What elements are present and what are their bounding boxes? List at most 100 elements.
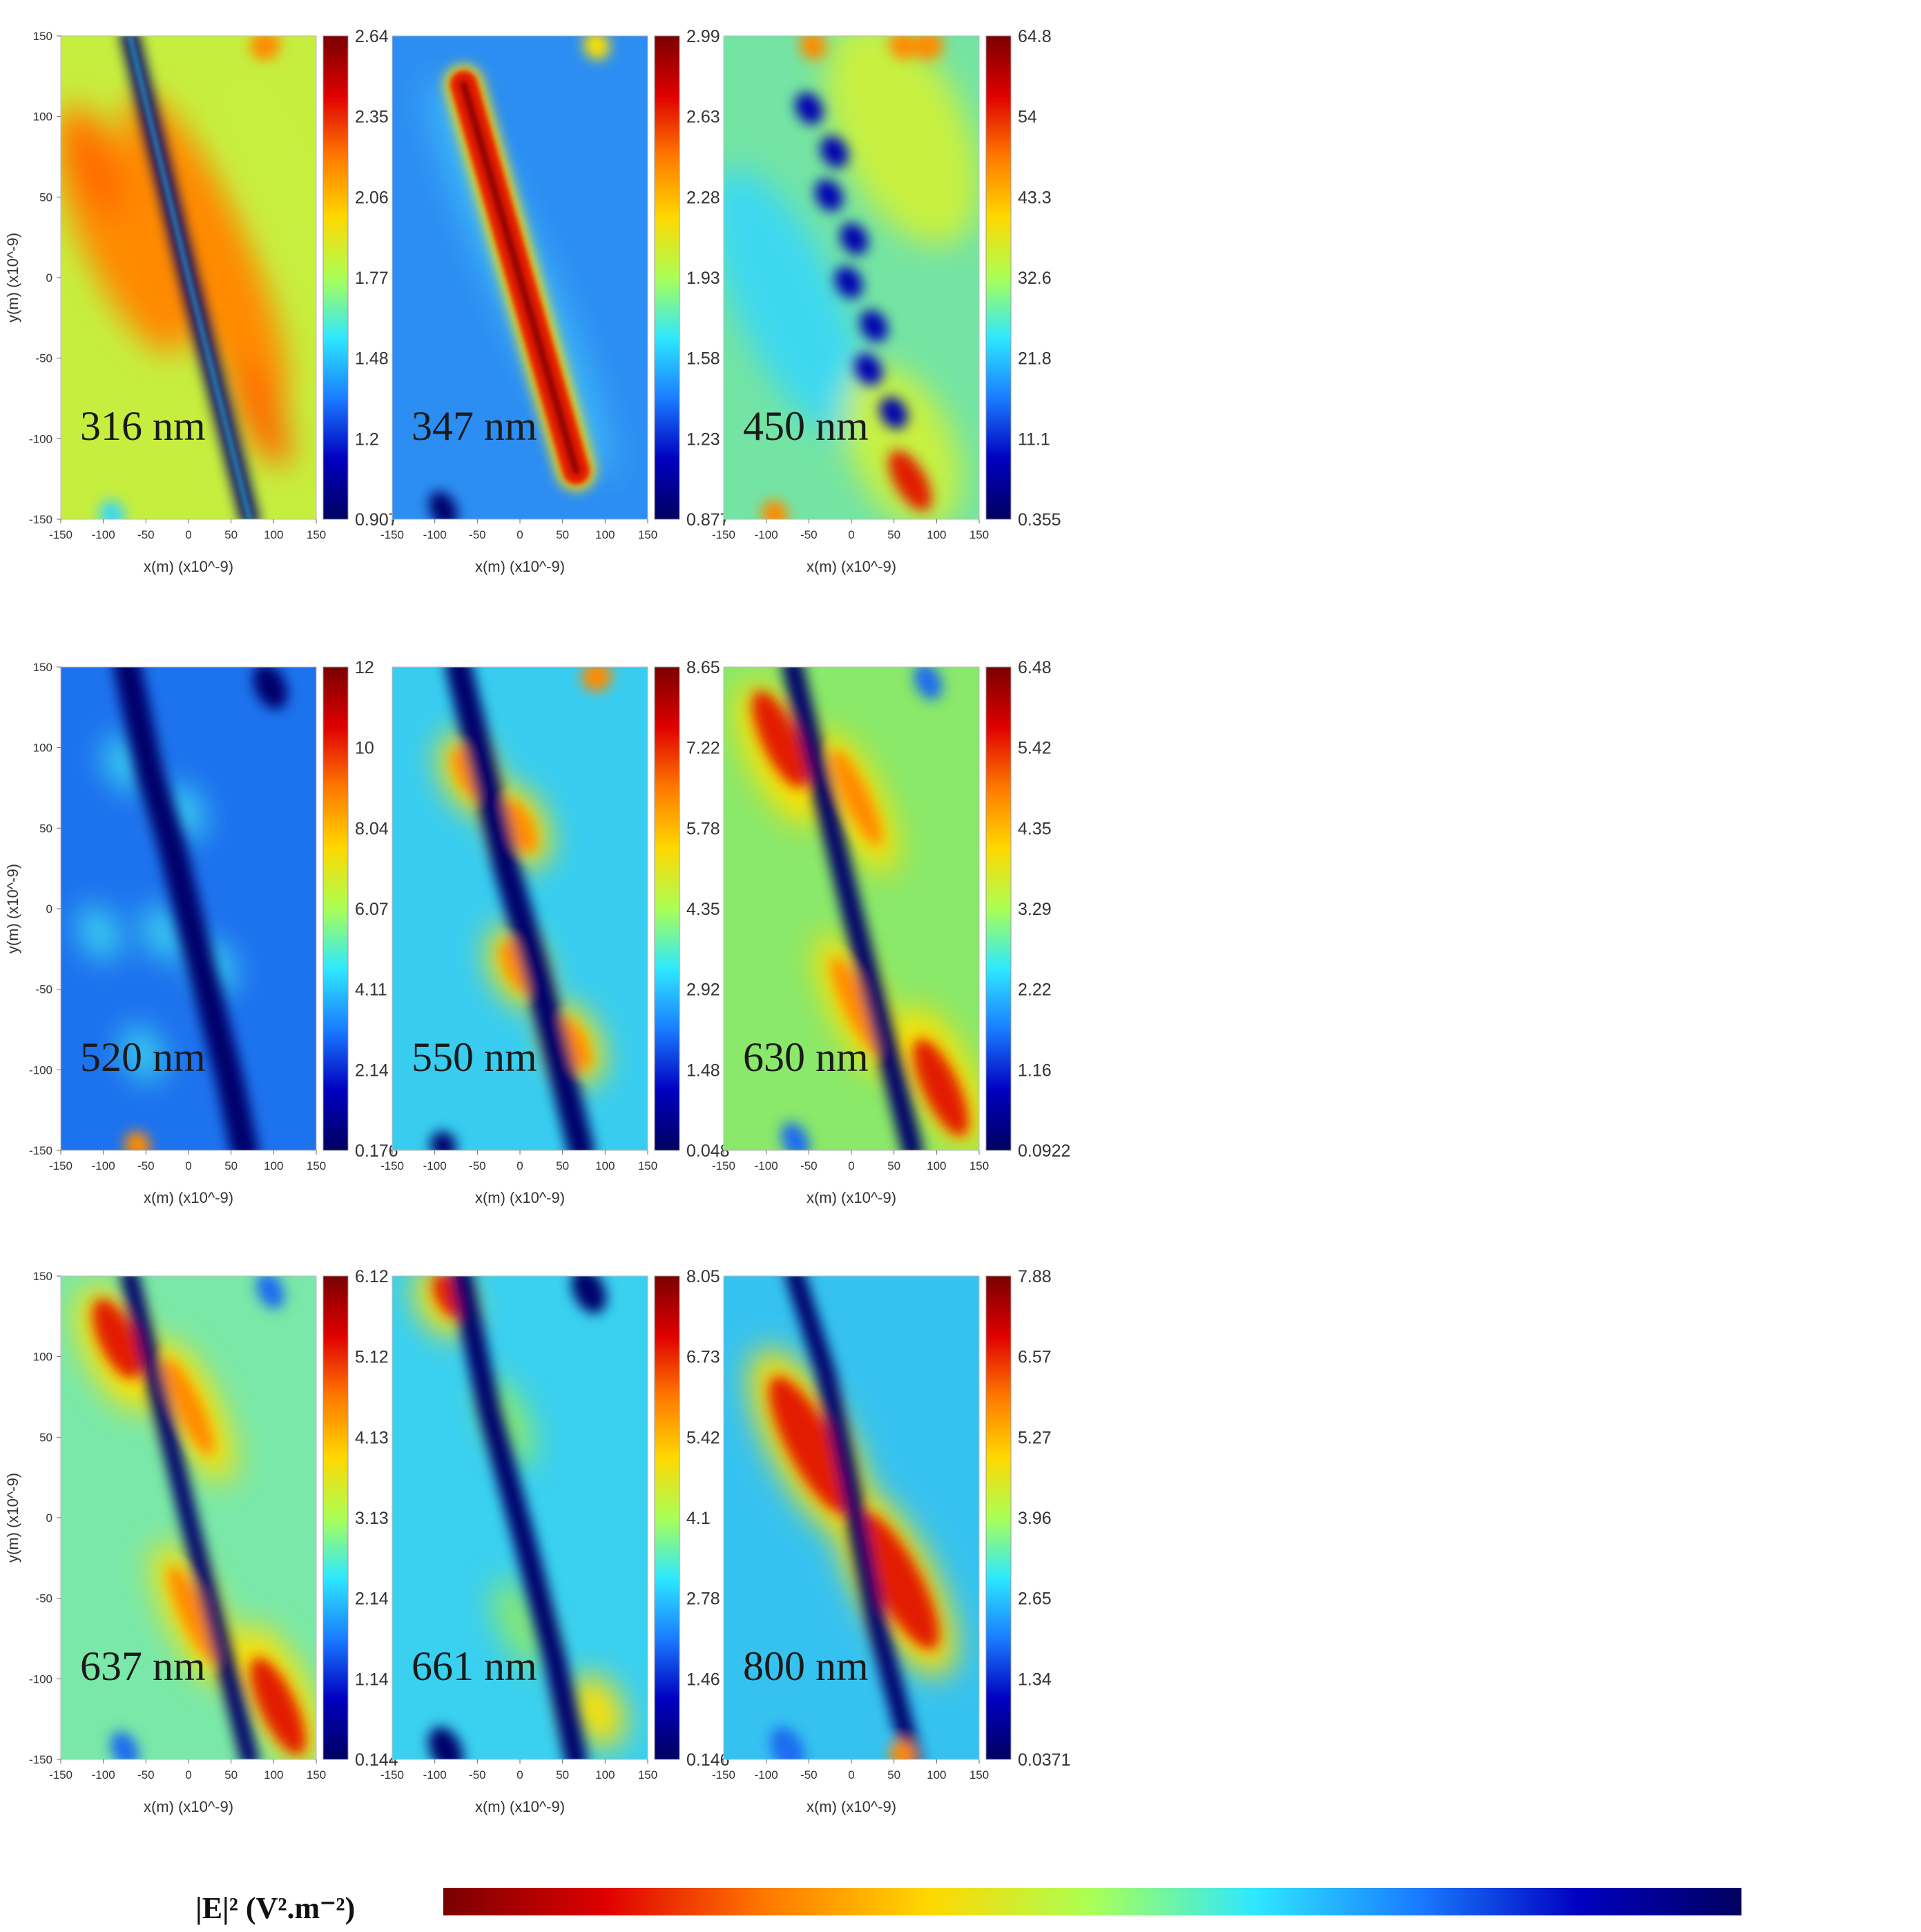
colorbar-tick-label: 2.14 (355, 1061, 389, 1080)
colorbar-tick-label: 6.48 (1018, 658, 1052, 677)
colorbar: 8.65 7.22 5.78 4.35 2.92 1.48 0.048 (654, 658, 730, 1161)
x-tick-label: 0 (517, 1768, 523, 1781)
y-tick-label: 100 (33, 742, 52, 755)
colorbar: 2.64 2.35 2.06 1.77 1.48 1.2 0.907 (322, 27, 398, 530)
x-tick-label: 50 (887, 1159, 900, 1172)
y-tick-label: -100 (29, 432, 52, 445)
x-tick-label: 100 (927, 1768, 946, 1781)
x-axis: -150 -100 -50 0 50 100 150 x(m) (x10^-9) (380, 519, 657, 575)
x-tick-label: 150 (638, 1768, 657, 1781)
colorbar-tick-label: 1.93 (686, 269, 720, 288)
colorbar-tick-label: 32.6 (1018, 269, 1052, 288)
y-tick-label: -150 (29, 1144, 52, 1157)
colorbar-tick-label: 12 (355, 658, 374, 677)
panel-5: 550 nm -150 -100 -50 0 50 100 150 x(m) (x10^-9) 8… (380, 658, 730, 1206)
colorbar-tick-label: 8.65 (686, 658, 720, 677)
colorbar: 6.48 5.42 4.35 3.29 2.22 1.16 0.0922 (985, 658, 1070, 1161)
colorbar-tick-label: 1.16 (1018, 1061, 1052, 1080)
colorbar-tick-label: 7.22 (686, 739, 720, 758)
x-tick-label: 150 (969, 1159, 989, 1172)
x-tick-label: -50 (800, 1159, 818, 1172)
x-axis-label: x(m) (x10^-9) (807, 1798, 896, 1815)
x-tick-label: -150 (49, 1159, 73, 1172)
x-axis-label: x(m) (x10^-9) (475, 1189, 565, 1206)
colorbar-tick-label: 5.42 (686, 1428, 720, 1447)
colorbar-tick-label: 0.355 (1018, 510, 1061, 530)
x-tick-label: 0 (848, 528, 854, 541)
y-tick-label: 0 (46, 271, 52, 284)
colormap-legend: |E|² (V².m⁻²) (195, 1888, 1741, 1925)
x-tick-label: 0 (848, 1768, 854, 1781)
colorbar-tick-label: 54 (1018, 108, 1037, 127)
x-tick-label: 150 (969, 528, 989, 541)
panel-2: 347 nm -150 -100 -50 0 50 100 150 x(m) (x10^-9) 2… (380, 27, 730, 575)
y-axis: 150 100 50 0 -50 -100 -150 y(m) (x10^-9) (4, 30, 61, 526)
x-tick-label: -150 (712, 528, 735, 541)
x-tick-label: -150 (49, 528, 73, 541)
x-tick-label: 0 (185, 528, 191, 541)
colorbar-tick-label: 5.78 (686, 819, 720, 838)
colorbar: 8.05 6.73 5.42 4.1 2.78 1.46 0.146 (654, 1267, 730, 1770)
colorbar-tick-label: 2.63 (686, 108, 720, 127)
wavelength-label: 800 nm (743, 1643, 869, 1689)
colorbar-tick-label: 64.8 (1018, 27, 1052, 46)
colorbar-tick-label: 8.05 (686, 1267, 720, 1286)
y-tick-label: -150 (29, 513, 52, 526)
x-tick-label: -100 (92, 1768, 115, 1781)
colorbar-tick-label: 6.12 (355, 1267, 389, 1286)
colorbar-tick-label: 2.65 (1018, 1590, 1052, 1609)
colorbar-tick-label: 0.048 (686, 1141, 730, 1161)
panel-7: 637 nm -150 -100 -50 0 50 100 150 x(m) (x10^-9) 1… (4, 1267, 398, 1815)
x-tick-label: -50 (800, 528, 818, 541)
y-tick-label: -50 (35, 352, 52, 365)
x-axis: -150 -100 -50 0 50 100 150 x(m) (x10^-9) (380, 1150, 657, 1206)
x-tick-label: -150 (712, 1159, 735, 1172)
x-tick-label: 0 (185, 1768, 191, 1781)
x-tick-label: 100 (595, 1159, 615, 1172)
x-tick-label: 150 (307, 528, 326, 541)
x-tick-label: 50 (224, 1768, 238, 1781)
colorbar-tick-label: 2.64 (355, 27, 389, 46)
heatmap-area (724, 1276, 979, 1759)
colorbar: 6.12 5.12 4.13 3.13 2.14 1.14 0.144 (322, 1267, 398, 1770)
x-tick-label: 150 (307, 1768, 326, 1781)
heatmap-area (724, 667, 979, 1150)
y-axis-label: y(m) (x10^-9) (4, 233, 21, 322)
x-axis-label: x(m) (x10^-9) (144, 1189, 233, 1206)
x-axis: -150 -100 -50 0 50 100 150 x(m) (x10^-9) (49, 1150, 326, 1206)
x-tick-label: 150 (638, 1159, 657, 1172)
colorbar-tick-label: 1.14 (355, 1670, 389, 1689)
y-tick-label: 50 (39, 191, 52, 204)
y-axis: 150 100 50 0 -50 -100 -150 y(m) (x10^-9) (4, 1270, 61, 1766)
panel-1: 316 nm -150 -100 -50 0 50 100 150 x(m) (x10^-9) 1… (4, 27, 496, 575)
x-tick-label: -150 (380, 528, 404, 541)
x-axis: -150 -100 -50 0 50 100 150 x(m) (x10^-9) (49, 519, 326, 575)
x-tick-label: -50 (469, 1159, 486, 1172)
x-tick-label: -100 (755, 1159, 778, 1172)
colorbar-tick-label: 43.3 (1018, 188, 1052, 207)
colorbar-tick-label: 4.11 (355, 981, 387, 1000)
colorbar-tick-label: 1.48 (686, 1061, 720, 1080)
y-tick-label: -100 (29, 1672, 52, 1685)
colorbar-tick-label: 1.46 (686, 1670, 720, 1689)
y-tick-label: 100 (33, 110, 52, 124)
x-tick-label: 100 (595, 1768, 615, 1781)
colorbar-tick-label: 4.13 (355, 1428, 389, 1447)
y-tick-label: -50 (35, 1592, 52, 1605)
x-tick-label: 50 (556, 1159, 569, 1172)
colorbar-tick-label: 1.77 (355, 269, 389, 288)
x-tick-label: -50 (800, 1768, 818, 1781)
y-tick-label: 0 (46, 902, 52, 916)
y-tick-label: -50 (35, 983, 52, 996)
x-tick-label: -150 (49, 1768, 73, 1781)
x-tick-label: 0 (517, 528, 523, 541)
colormap-label: |E|² (V².m⁻²) (195, 1891, 355, 1925)
x-tick-label: -50 (469, 528, 486, 541)
x-axis-label: x(m) (x10^-9) (144, 1798, 233, 1815)
heatmap-area (61, 667, 316, 1150)
x-tick-label: 100 (927, 1159, 946, 1172)
colorbar-tick-label: 0.146 (686, 1750, 730, 1770)
y-axis-label: y(m) (x10^-9) (4, 864, 21, 954)
